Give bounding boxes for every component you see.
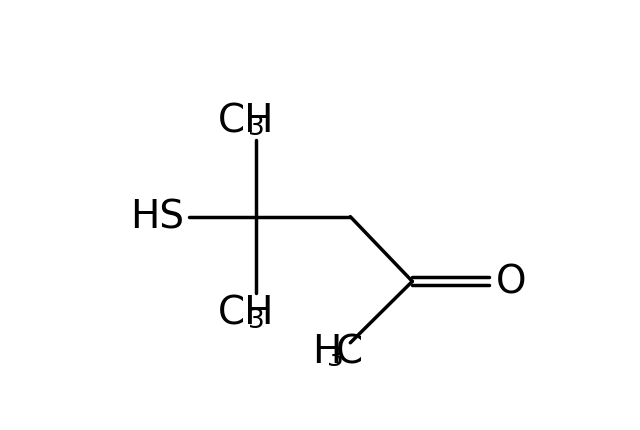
- Text: O: O: [495, 263, 526, 301]
- Text: 3: 3: [248, 115, 264, 141]
- Text: H: H: [312, 332, 342, 370]
- Text: C: C: [336, 332, 363, 370]
- Text: HS: HS: [130, 198, 184, 236]
- Text: 3: 3: [248, 307, 264, 333]
- Text: 3: 3: [327, 346, 344, 372]
- Text: CH: CH: [218, 294, 275, 332]
- Text: CH: CH: [218, 102, 275, 140]
